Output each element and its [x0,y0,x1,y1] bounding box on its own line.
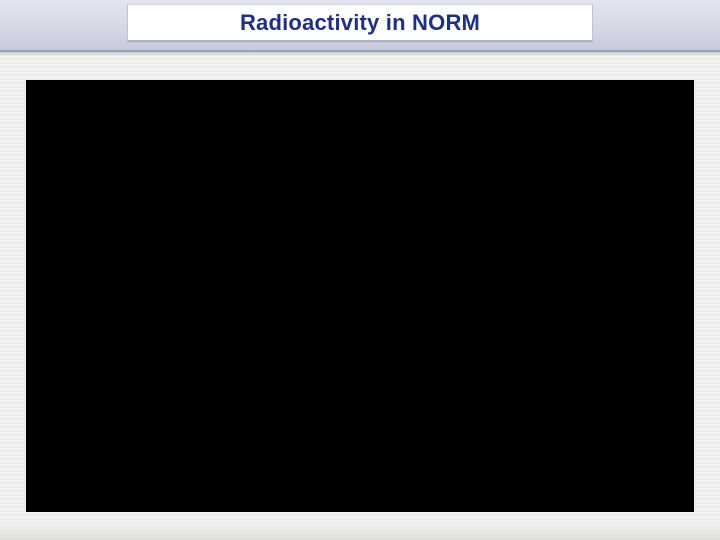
slide-footer-gradient [0,524,720,540]
slide-header-band: Radioactivity in NORM [0,0,720,52]
slide-title: Radioactivity in NORM [240,10,480,36]
slide: Radioactivity in NORM [0,0,720,540]
slide-content-placeholder [26,80,694,512]
slide-title-box: Radioactivity in NORM [127,4,593,42]
